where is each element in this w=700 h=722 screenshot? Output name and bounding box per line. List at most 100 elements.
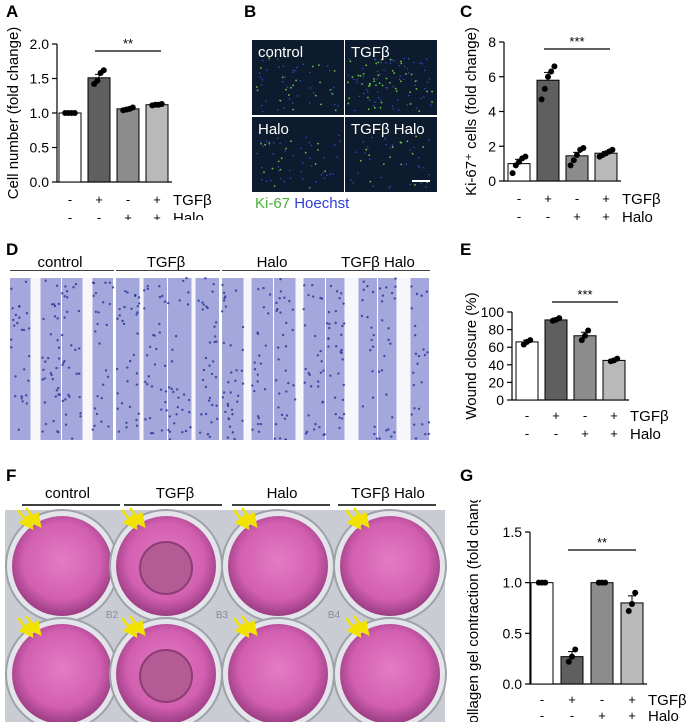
stained-cell: [68, 395, 71, 398]
stained-cell: [420, 381, 423, 384]
hoechst-dot: [328, 69, 331, 72]
data-point: [509, 170, 516, 177]
cell-layer: [358, 278, 377, 440]
hoechst-dot: [403, 65, 406, 68]
panel-letter-a: A: [6, 2, 19, 21]
hoechst-dot: [420, 182, 422, 184]
stained-cell: [213, 340, 216, 344]
hoechst-dot: [368, 99, 371, 101]
hoechst-dot: [416, 79, 418, 82]
hoechst-dot: [277, 166, 280, 168]
stained-cell: [128, 405, 132, 409]
stained-cell: [362, 280, 365, 283]
stained-cell: [74, 282, 78, 286]
stained-cell: [372, 333, 375, 337]
hoechst-dot: [302, 63, 305, 66]
stained-cell: [327, 310, 331, 314]
stained-cell: [387, 428, 390, 431]
y-axis-label: Cell number (fold change): [5, 27, 22, 200]
cell-layer: [410, 278, 429, 440]
ki67-dot: [348, 97, 350, 100]
ki67-dot: [295, 79, 298, 82]
stained-cell: [276, 308, 279, 311]
stained-cell: [92, 294, 95, 298]
stained-cell: [60, 333, 64, 337]
stained-cell: [262, 306, 266, 309]
stained-cell: [175, 388, 179, 391]
stained-cell: [394, 277, 397, 280]
stained-cell: [416, 362, 419, 365]
bar: [573, 335, 597, 401]
stained-cell: [197, 299, 200, 303]
hoechst-dot: [376, 91, 379, 93]
stained-cell: [49, 372, 53, 375]
sign-halo: +: [628, 708, 636, 722]
ki67-dot: [349, 60, 352, 63]
hoechst-dot: [391, 144, 394, 146]
stained-cell: [181, 408, 184, 412]
hoechst-dot: [414, 84, 417, 86]
stained-cell: [173, 422, 176, 425]
stained-cell: [235, 369, 238, 372]
hoechst-dot: [389, 62, 392, 64]
y-axis-label: Ki-67⁺ cells (fold change): [463, 27, 480, 196]
stained-cell: [231, 413, 234, 416]
hoechst-dot: [323, 177, 326, 180]
bar: [87, 77, 111, 183]
sign-tgfb: +: [568, 692, 576, 707]
sign-halo: +: [581, 426, 589, 441]
stained-cell: [278, 437, 282, 440]
stained-cell: [340, 333, 343, 337]
stained-cell: [17, 428, 20, 432]
arrow-indicator: [129, 615, 146, 636]
stained-cell: [320, 297, 324, 300]
stained-cell: [366, 315, 369, 319]
stained-cell: [52, 419, 55, 423]
ki67-dot: [318, 64, 320, 67]
stained-cell: [126, 291, 129, 294]
sign-halo: -: [570, 708, 574, 722]
hoechst-dot: [427, 139, 430, 141]
sign-tgfb: +: [544, 191, 552, 206]
data-point: [527, 337, 534, 344]
stained-cell: [168, 430, 172, 433]
hoechst-dot: [322, 156, 325, 159]
ki67-dot: [280, 157, 283, 160]
stained-cell: [385, 286, 388, 289]
hoechst-dot: [358, 95, 361, 98]
stained-cell: [427, 432, 431, 436]
hoechst-dot: [377, 97, 380, 99]
stained-cell: [241, 382, 245, 385]
stained-cell: [63, 316, 66, 319]
stained-cell: [222, 341, 226, 345]
chart-g: 0.0 0.5 1.0 1.5 Collagen gel contraction (fo…: [465, 500, 687, 722]
stained-cell: [43, 377, 46, 380]
ki67-dot: [290, 86, 292, 89]
y-axis-label: Collagen gel contraction (fold change): [465, 500, 482, 722]
stained-cell: [126, 366, 129, 369]
stained-cell: [241, 348, 245, 352]
stained-cell: [391, 416, 394, 419]
cell-layer: [116, 278, 140, 440]
sign-halo: -: [546, 209, 550, 224]
stained-cell: [54, 395, 58, 398]
data-point: [580, 144, 587, 151]
hoechst-dot: [338, 134, 340, 137]
stained-cell: [50, 373, 53, 377]
hoechst-dot: [419, 62, 422, 64]
ki67-dot: [389, 156, 391, 159]
hoechst-dot: [383, 69, 385, 71]
hoechst-dot: [268, 59, 271, 61]
hoechst-dot: [322, 171, 325, 174]
well-gel: [12, 516, 112, 616]
bar: [602, 359, 626, 401]
stained-cell: [117, 430, 121, 433]
sign-halo: +: [602, 209, 610, 224]
y-axis-label: Wound closure (%): [463, 292, 480, 419]
sign-tgfb: -: [540, 692, 544, 707]
stained-cell: [135, 372, 139, 375]
sign-halo: +: [153, 210, 161, 220]
stained-cell: [158, 331, 161, 334]
stained-cell: [285, 321, 288, 325]
stained-cell: [256, 380, 259, 383]
